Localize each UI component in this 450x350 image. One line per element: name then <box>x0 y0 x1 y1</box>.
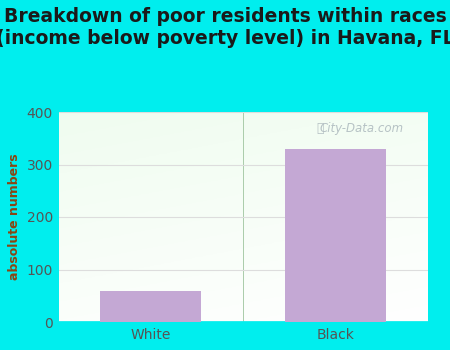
Y-axis label: absolute numbers: absolute numbers <box>8 154 21 280</box>
Text: Breakdown of poor residents within races
(income below poverty level) in Havana,: Breakdown of poor residents within races… <box>0 7 450 48</box>
Text: City-Data.com: City-Data.com <box>319 122 403 135</box>
Bar <box>100 290 202 322</box>
Bar <box>284 149 386 322</box>
Text: ⓘ: ⓘ <box>317 122 324 135</box>
